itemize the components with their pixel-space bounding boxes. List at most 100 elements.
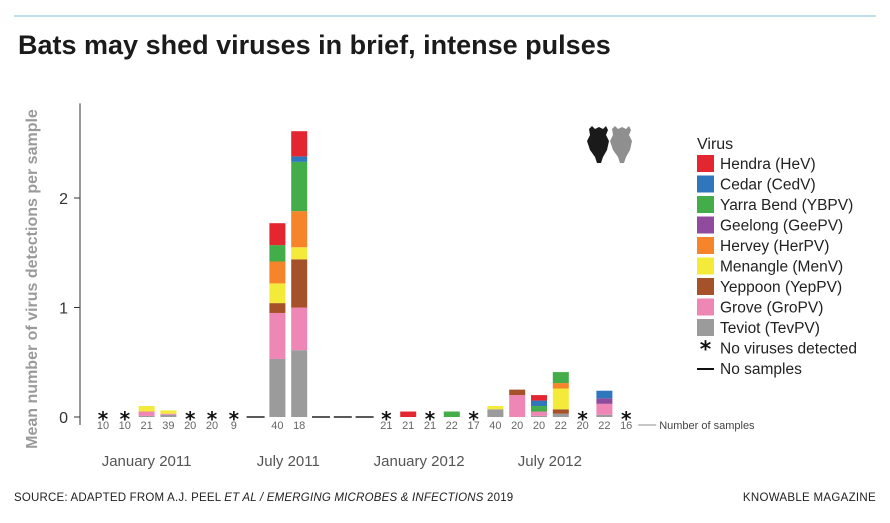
no-virus-asterisk: * bbox=[229, 407, 240, 431]
sample-count: 20 bbox=[184, 420, 196, 432]
bar-segment-ybpv bbox=[443, 411, 460, 417]
sample-count: 22 bbox=[598, 420, 610, 432]
legend-label-herpv: Hervey (HerPV) bbox=[720, 238, 829, 255]
bar-segment-gropv bbox=[596, 403, 613, 415]
bar-segment-menv bbox=[552, 388, 569, 410]
sample-count: 20 bbox=[576, 420, 588, 432]
sample-count: 22 bbox=[446, 420, 458, 432]
legend-label-gropv: Grove (GroPV) bbox=[720, 300, 823, 317]
bar-segment-tevpv bbox=[160, 414, 177, 417]
bar-segment-ybpv bbox=[269, 245, 286, 262]
bar-segment-geepv bbox=[596, 398, 613, 404]
sample-count: 16 bbox=[620, 420, 632, 432]
bar-segment-gropv bbox=[138, 411, 155, 416]
bar-segment-gropv bbox=[269, 312, 286, 359]
bar-segment-hev bbox=[269, 223, 286, 246]
legend-label-ybpv: Yarra Bend (YBPV) bbox=[720, 197, 853, 214]
x-tick-label: July 2012 bbox=[518, 453, 582, 470]
sample-count: 20 bbox=[533, 420, 545, 432]
source-prefix: SOURCE: ADAPTED FROM A.J. PEEL bbox=[14, 492, 225, 504]
legend-asterisk-icon: * bbox=[700, 338, 712, 363]
bar-segment-gropv bbox=[531, 411, 547, 416]
bar-segment-tevpv bbox=[291, 350, 308, 417]
sample-count: 22 bbox=[555, 420, 567, 432]
bar-segment-herpv bbox=[552, 383, 569, 389]
x-tick-labels: January 2011 July 2011 January 2012 July 20… bbox=[102, 453, 582, 470]
bars: * * * * * * * * * * bbox=[98, 131, 632, 431]
bar-segment-hev bbox=[531, 395, 547, 401]
x-tick-label: July 2011 bbox=[257, 453, 320, 470]
legend-swatch-yeppv bbox=[697, 278, 714, 295]
legend-swatch-tevpv bbox=[697, 319, 714, 336]
legend-swatch-cedv bbox=[697, 175, 714, 193]
bar-segment-tevpv bbox=[487, 409, 504, 417]
sample-count: 10 bbox=[97, 420, 109, 432]
sample-counts: 10 10 21 39 20 20 9 40 18 21 21 21 22 17 40 20 20 22 20 22 1… bbox=[97, 420, 755, 432]
bar-segment-cedv bbox=[531, 400, 547, 407]
top-rule bbox=[14, 15, 876, 17]
y-tick-label: 2 bbox=[59, 191, 68, 208]
sample-count: 9 bbox=[231, 420, 237, 432]
sample-count: 21 bbox=[402, 420, 414, 432]
bar-segment-tevpv bbox=[138, 415, 155, 417]
legend-swatch-herpv bbox=[697, 237, 714, 254]
x-tick-label: January 2011 bbox=[102, 453, 192, 470]
bar-segment-menv bbox=[487, 406, 504, 410]
legend: Virus Hendra (HeV) Cedar (CedV) Yarra Bend … bbox=[697, 136, 857, 378]
bar-segment-yeppv bbox=[509, 389, 526, 396]
no-virus-asterisk: * bbox=[185, 407, 196, 431]
bar-segment-menv bbox=[291, 247, 308, 260]
sample-count: 18 bbox=[293, 420, 305, 432]
bat-icons bbox=[587, 126, 632, 163]
y-tick-label: 1 bbox=[59, 301, 68, 318]
bar-segment-tevpv bbox=[269, 358, 286, 417]
bar-segment-hev bbox=[291, 131, 308, 157]
sample-count: 20 bbox=[206, 420, 218, 432]
legend-label-tevpv: Teviot (TevPV) bbox=[720, 320, 820, 337]
bar-segment-herpv bbox=[269, 261, 286, 284]
bar-segment-tevpv bbox=[552, 413, 569, 417]
sample-count: 39 bbox=[162, 420, 174, 432]
legend-swatch-hev bbox=[697, 155, 714, 172]
sample-count: 40 bbox=[489, 420, 501, 432]
bar-segment-ybpv bbox=[291, 161, 308, 212]
bat-black-icon bbox=[587, 126, 609, 163]
bar-segment-yeppv bbox=[552, 409, 569, 414]
bar-segment-herpv bbox=[291, 211, 308, 248]
y-axis-label-group: Mean number of virus detections per samp… bbox=[24, 109, 41, 449]
legend-no-samples-label: No samples bbox=[720, 361, 802, 378]
sample-count: 21 bbox=[424, 420, 436, 432]
bar-segment-cedv bbox=[291, 156, 308, 162]
no-virus-asterisk: * bbox=[468, 407, 479, 431]
legend-label-hev: Hendra (HeV) bbox=[720, 156, 816, 173]
no-virus-asterisk: * bbox=[207, 407, 218, 431]
bar-segment-tevpv bbox=[531, 415, 547, 417]
sample-count: 21 bbox=[380, 420, 392, 432]
legend-label-yeppv: Yeppoon (YepPV) bbox=[720, 279, 842, 296]
sample-count: 17 bbox=[467, 420, 479, 432]
brand-label: KNOWABLE MAGAZINE bbox=[742, 492, 876, 504]
no-virus-asterisk: * bbox=[621, 407, 632, 431]
no-virus-asterisk: * bbox=[577, 407, 588, 431]
source-suffix: 2019 bbox=[483, 492, 514, 504]
chart-title: Bats may shed viruses in brief, intense … bbox=[18, 30, 611, 60]
sample-count: 10 bbox=[119, 420, 131, 432]
bar-segment-menv bbox=[160, 410, 177, 414]
source-credit: SOURCE: ADAPTED FROM A.J. PEEL ET AL / E… bbox=[14, 492, 513, 504]
legend-swatch-gropv bbox=[697, 298, 714, 316]
bar-segment-gropv bbox=[509, 395, 526, 417]
bar-segment-yeppv bbox=[291, 259, 308, 308]
bar-segment-hev bbox=[400, 411, 417, 417]
source-italic: ET AL / EMERGING MICROBES & INFECTIONS bbox=[224, 492, 484, 504]
legend-swatch-menv bbox=[697, 257, 714, 275]
bar-segment-yeppv bbox=[269, 303, 286, 313]
samples-label: Number of samples bbox=[659, 420, 755, 432]
no-virus-asterisk: * bbox=[425, 407, 436, 431]
sample-count: 20 bbox=[511, 420, 523, 432]
no-virus-asterisk: * bbox=[98, 407, 109, 431]
legend-label-menv: Menangle (MenV) bbox=[720, 259, 843, 276]
sample-count: 40 bbox=[271, 420, 283, 432]
y-axis-label: Mean number of virus detections per samp… bbox=[24, 109, 41, 449]
bar-segment-ybpv bbox=[552, 372, 569, 384]
